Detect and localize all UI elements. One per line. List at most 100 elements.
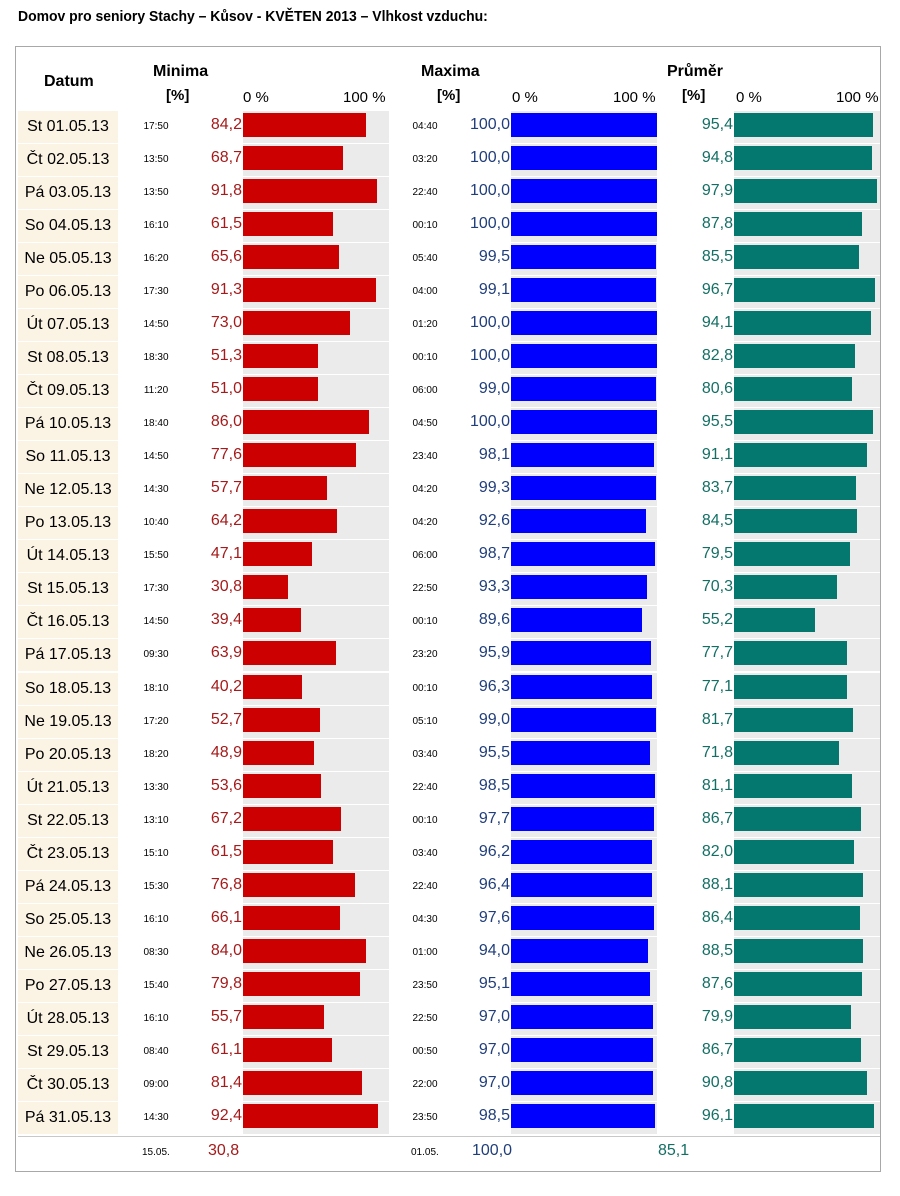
max-bar xyxy=(511,146,657,170)
max-bar xyxy=(511,641,651,665)
max-track xyxy=(511,111,657,143)
min-bar xyxy=(243,741,315,765)
avg-bar xyxy=(734,774,853,798)
max-track xyxy=(511,276,657,308)
max-value-label: 97,0 xyxy=(478,1074,510,1091)
max-time: 23:50 xyxy=(412,1112,438,1123)
avg-value-label: 97,9 xyxy=(701,182,733,199)
row-date: Čt 02.05.13 xyxy=(18,144,118,176)
min-value-label: 84,2 xyxy=(210,116,242,133)
max-bar xyxy=(511,675,652,699)
avg-bar xyxy=(734,443,867,467)
max-value-label: 99,5 xyxy=(478,248,510,265)
max-bar xyxy=(511,410,657,434)
min-bar xyxy=(243,807,342,831)
max-track xyxy=(511,210,657,242)
row-date: Pá 03.05.13 xyxy=(18,177,118,209)
max-axis-0: 0 % xyxy=(512,89,538,106)
max-time: 22:50 xyxy=(412,1013,438,1024)
min-track xyxy=(243,904,389,936)
min-bar xyxy=(243,146,344,170)
min-time: 15:10 xyxy=(143,848,169,859)
min-time: 10:40 xyxy=(143,517,169,528)
avg-track xyxy=(734,507,880,539)
max-track xyxy=(511,441,657,473)
min-time: 13:30 xyxy=(143,782,169,793)
max-bar xyxy=(511,344,657,368)
max-time: 00:10 xyxy=(412,815,438,826)
min-value-label: 84,0 xyxy=(210,942,242,959)
avg-value-label: 81,1 xyxy=(701,777,733,794)
max-track xyxy=(511,1036,657,1068)
row-date: Pá 31.05.13 xyxy=(18,1102,118,1134)
min-track xyxy=(243,144,389,176)
avg-track xyxy=(734,210,880,242)
max-time: 01:00 xyxy=(412,947,438,958)
min-track xyxy=(243,177,389,209)
max-time: 06:00 xyxy=(412,385,438,396)
max-value-label: 97,7 xyxy=(478,810,510,827)
avg-axis-100: 100 % xyxy=(836,89,879,106)
min-track xyxy=(243,1069,389,1101)
min-axis-100: 100 % xyxy=(343,89,386,106)
min-bar xyxy=(243,245,339,269)
header-min-unit: [%] xyxy=(166,87,190,104)
max-value-label: 95,5 xyxy=(478,744,510,761)
min-bar xyxy=(243,906,340,930)
avg-bar xyxy=(734,1071,867,1095)
min-bar xyxy=(243,939,366,963)
max-time: 05:40 xyxy=(412,253,438,264)
avg-bar xyxy=(734,641,848,665)
min-value-label: 48,9 xyxy=(210,744,242,761)
avg-value-label: 55,2 xyxy=(701,611,733,628)
max-track xyxy=(511,904,657,936)
max-value-label: 99,3 xyxy=(478,479,510,496)
max-track xyxy=(511,177,657,209)
avg-bar xyxy=(734,344,855,368)
avg-bar xyxy=(734,1038,861,1062)
avg-bar xyxy=(734,146,873,170)
row-date: So 25.05.13 xyxy=(18,904,118,936)
min-bar xyxy=(243,509,337,533)
max-value-label: 100,0 xyxy=(469,413,510,430)
row-date: Ne 26.05.13 xyxy=(18,937,118,969)
avg-value-label: 94,1 xyxy=(701,314,733,331)
min-track xyxy=(243,639,389,671)
min-bar xyxy=(243,840,333,864)
min-value-label: 57,7 xyxy=(210,479,242,496)
min-track xyxy=(243,540,389,572)
summary-min-date: 15.05. xyxy=(142,1147,170,1158)
row-date: St 01.05.13 xyxy=(18,111,118,143)
min-track xyxy=(243,375,389,407)
min-track xyxy=(243,243,389,275)
avg-value-label: 85,5 xyxy=(701,248,733,265)
row-date: Pá 17.05.13 xyxy=(18,639,118,671)
min-bar xyxy=(243,278,377,302)
min-axis-0: 0 % xyxy=(243,89,269,106)
max-value-label: 100,0 xyxy=(469,215,510,232)
max-value-label: 98,5 xyxy=(478,777,510,794)
avg-track xyxy=(734,342,880,374)
min-time: 17:50 xyxy=(143,121,169,132)
avg-axis-0: 0 % xyxy=(736,89,762,106)
row-date: Út 28.05.13 xyxy=(18,1003,118,1035)
min-value-label: 52,7 xyxy=(210,711,242,728)
max-time: 03:40 xyxy=(412,749,438,760)
max-track xyxy=(511,970,657,1002)
max-bar xyxy=(511,1071,653,1095)
max-time: 03:40 xyxy=(412,848,438,859)
max-value-label: 96,4 xyxy=(478,876,510,893)
max-track xyxy=(511,507,657,539)
max-value-label: 98,1 xyxy=(478,446,510,463)
avg-bar xyxy=(734,476,857,500)
max-bar xyxy=(511,476,656,500)
min-value-label: 63,9 xyxy=(210,644,242,661)
avg-value-label: 70,3 xyxy=(701,578,733,595)
avg-track xyxy=(734,408,880,440)
avg-value-label: 77,7 xyxy=(701,644,733,661)
avg-value-label: 81,7 xyxy=(701,711,733,728)
min-track xyxy=(243,871,389,903)
avg-value-label: 79,5 xyxy=(701,545,733,562)
max-track xyxy=(511,573,657,605)
max-value-label: 100,0 xyxy=(469,314,510,331)
